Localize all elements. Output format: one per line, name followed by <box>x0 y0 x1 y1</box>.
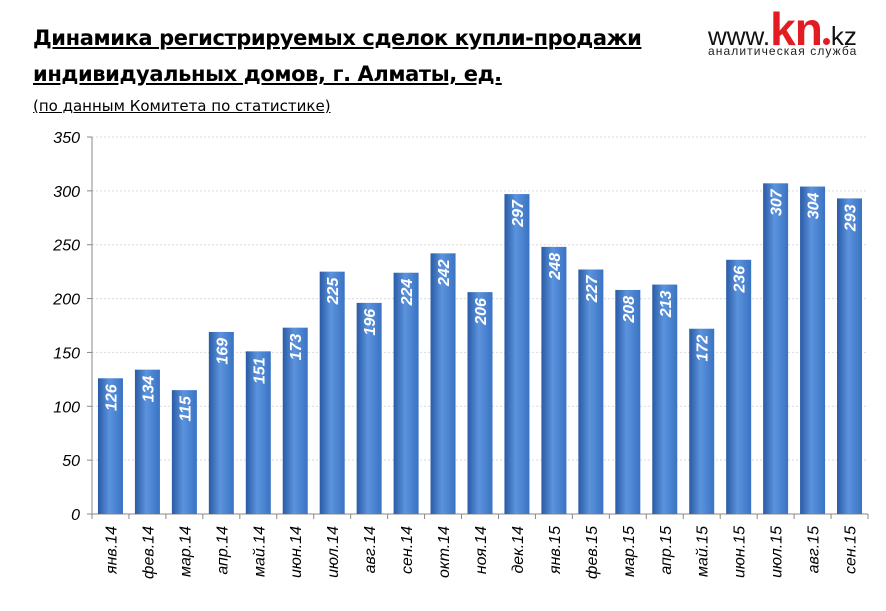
bar-value-label: 208 <box>621 296 638 324</box>
x-tick-label: ноя.14 <box>473 526 490 574</box>
bar-value-label: 213 <box>658 290 675 318</box>
bar <box>282 327 308 514</box>
bar-value-label: 224 <box>399 279 416 307</box>
bar-value-label: 242 <box>436 259 453 287</box>
bar-value-label: 196 <box>362 309 379 336</box>
bar <box>541 246 567 514</box>
x-tick-label: фев.14 <box>140 526 157 579</box>
x-tick-labels: янв.14 фев.14 мар.14 апр.14 май.14 июн.14 июл.… <box>103 526 859 579</box>
y-tick-label: 250 <box>52 238 80 255</box>
bar-value-label: 225 <box>325 277 342 306</box>
y-tick-label: 200 <box>52 292 80 309</box>
x-tick-label: янв.15 <box>547 526 564 575</box>
x-tick-label: авг.14 <box>362 526 379 573</box>
kn-logo: www.kn kz аналитическая служба <box>708 0 878 60</box>
y-tick-label: 50 <box>62 453 80 470</box>
bar-value-label: 169 <box>214 338 231 365</box>
logo-dot <box>822 38 830 45</box>
x-tick-label: май.15 <box>695 526 712 577</box>
bar-value-label: 248 <box>547 253 564 281</box>
bar <box>208 331 234 514</box>
bar <box>504 194 530 515</box>
y-tick-label: 300 <box>53 184 80 201</box>
x-tick-label: июн.15 <box>732 526 749 578</box>
bar <box>837 198 863 514</box>
bar-value-label: 134 <box>140 376 157 403</box>
bar <box>578 269 604 514</box>
bar <box>393 272 419 514</box>
bar-value-label: 115 <box>177 395 194 422</box>
x-tick-label: июн.14 <box>288 526 305 578</box>
bar <box>134 369 160 514</box>
x-tick-label: мар.14 <box>177 526 194 577</box>
bar-value-label: 126 <box>103 384 120 411</box>
bar-value-label: 307 <box>769 188 786 216</box>
bar <box>652 284 678 514</box>
bar <box>726 259 752 514</box>
x-tick-label: янв.14 <box>103 526 120 575</box>
x-tick-label: окт.14 <box>436 526 453 578</box>
y-tick-labels: 0 50 100 150 200 250 300 350 <box>52 130 80 524</box>
logo-www: www. <box>708 21 771 51</box>
bar <box>763 183 789 514</box>
bar-value-label: 236 <box>732 266 749 294</box>
x-tick-label: авг.15 <box>806 526 823 573</box>
x-tick-label: апр.15 <box>658 526 675 575</box>
y-tick-label: 150 <box>53 345 80 362</box>
x-tick-label: сен.15 <box>843 526 860 574</box>
x-tick-label: июл.15 <box>769 526 786 578</box>
y-tick-label: 0 <box>71 507 80 524</box>
bar <box>615 289 641 514</box>
bar <box>689 328 715 514</box>
bar <box>800 186 826 514</box>
x-tick-label: апр.14 <box>214 526 231 575</box>
bar-value-label: 304 <box>806 192 823 219</box>
bar <box>97 378 123 514</box>
bar-value-label: 227 <box>584 274 601 303</box>
x-tick-label: июл.14 <box>325 526 342 578</box>
x-tick-label: фев.15 <box>584 526 601 579</box>
bar-value-label: 151 <box>251 357 268 384</box>
bar <box>467 292 493 514</box>
chart-title-line-2: индивидуальных домов, г. Алматы, ед. <box>33 62 502 86</box>
bar <box>430 253 456 514</box>
bar-value-label: 172 <box>695 335 712 362</box>
bars: 126 134 115 169 151 173 225 196 224 242 206 297 248 2… <box>97 183 863 515</box>
y-tick-label: 350 <box>53 130 80 147</box>
bar <box>171 390 197 514</box>
bar <box>319 271 345 514</box>
x-tick-label: мар.15 <box>621 526 638 577</box>
logo-subtitle: аналитическая служба <box>708 44 858 58</box>
bar <box>245 351 271 514</box>
bar-value-label: 206 <box>473 298 490 326</box>
chart-title-line-1: Динамика регистрируемых сделок купли-про… <box>33 26 642 50</box>
x-tick-label: сен.14 <box>399 526 416 574</box>
bar <box>356 302 382 514</box>
logo-kz: kz <box>830 21 857 51</box>
y-tick-label: 100 <box>53 399 80 416</box>
x-tick-label: май.14 <box>251 526 268 577</box>
logo-kn: kn <box>770 3 823 55</box>
chart-subtitle: (по данным Комитета по статистике) <box>33 97 331 115</box>
bar-value-label: 173 <box>288 334 305 361</box>
bar-value-label: 293 <box>843 204 860 232</box>
bar-value-label: 297 <box>510 199 527 228</box>
x-tick-label: дек.14 <box>510 526 527 574</box>
